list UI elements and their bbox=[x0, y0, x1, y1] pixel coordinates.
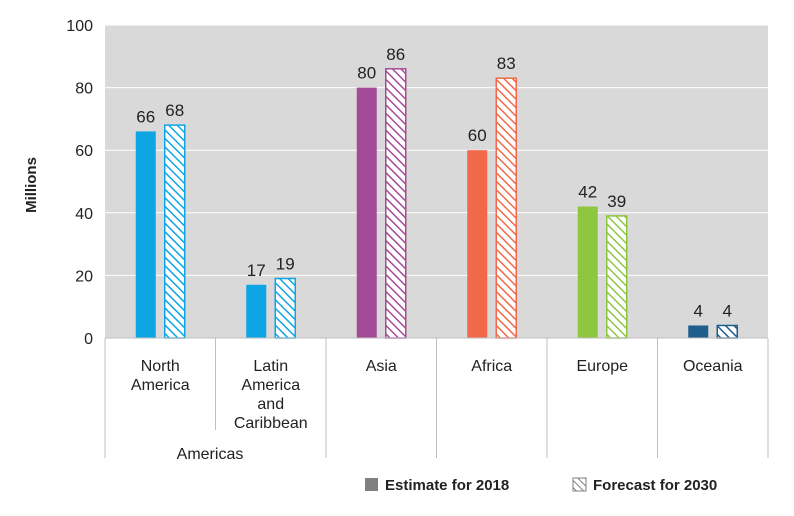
bar-forecast bbox=[495, 77, 517, 339]
bar-estimate bbox=[356, 87, 377, 338]
legend-forecast-swatch bbox=[572, 477, 587, 492]
data-label-estimate: 60 bbox=[468, 126, 487, 145]
bar-estimate bbox=[688, 325, 709, 338]
bar-forecast bbox=[385, 68, 407, 339]
y-tick-label: 0 bbox=[84, 331, 93, 348]
category-label: Europe bbox=[576, 358, 628, 375]
data-label-forecast: 83 bbox=[497, 54, 516, 73]
data-label-estimate: 42 bbox=[578, 183, 597, 202]
data-label-estimate: 4 bbox=[694, 301, 703, 320]
y-tick-label: 100 bbox=[66, 18, 93, 35]
category-label: Oceania bbox=[683, 358, 743, 375]
bar-estimate bbox=[577, 206, 598, 338]
bars: 66 68 17 19 80 86 60 83 42 39 4 4 bbox=[135, 45, 738, 339]
data-label-forecast: 39 bbox=[607, 192, 626, 211]
legend-estimate-swatch bbox=[365, 478, 378, 491]
plot-area bbox=[105, 25, 768, 338]
legend-estimate-label: Estimate for 2018 bbox=[385, 477, 509, 494]
bar-forecast bbox=[606, 215, 628, 339]
category-label: North America bbox=[131, 358, 190, 394]
legend: Estimate for 2018 Forecast for 2030 bbox=[365, 477, 717, 494]
group-label-americas: Americas bbox=[177, 446, 244, 463]
gridlines bbox=[105, 24, 768, 276]
bar-estimate bbox=[467, 150, 488, 338]
data-label-forecast: 86 bbox=[386, 45, 405, 64]
data-label-forecast: 19 bbox=[276, 255, 295, 274]
data-label-estimate: 66 bbox=[136, 107, 155, 126]
category-label: Asia bbox=[366, 358, 397, 375]
y-axis-title: Millions bbox=[23, 157, 40, 213]
bar-estimate bbox=[246, 284, 267, 338]
y-axis: 0 20 40 60 80 100 bbox=[66, 18, 93, 348]
data-label-estimate: 17 bbox=[247, 261, 266, 280]
bar-forecast bbox=[164, 124, 186, 339]
bar-forecast bbox=[274, 277, 296, 339]
category-label: Latin America and Caribbean bbox=[234, 358, 308, 432]
data-label-estimate: 80 bbox=[357, 64, 376, 83]
y-tick-label: 20 bbox=[75, 268, 93, 285]
data-label-forecast: 4 bbox=[723, 301, 732, 320]
y-tick-label: 60 bbox=[75, 143, 93, 160]
y-tick-label: 40 bbox=[75, 206, 93, 223]
data-label-forecast: 68 bbox=[165, 101, 184, 120]
x-axis: North America Latin America and Caribbean Asia… bbox=[104, 337, 769, 458]
category-label: Africa bbox=[471, 358, 512, 375]
bar-forecast bbox=[716, 324, 738, 339]
y-tick-label: 80 bbox=[75, 81, 93, 98]
bar-estimate bbox=[135, 131, 156, 338]
legend-forecast-label: Forecast for 2030 bbox=[593, 477, 717, 494]
